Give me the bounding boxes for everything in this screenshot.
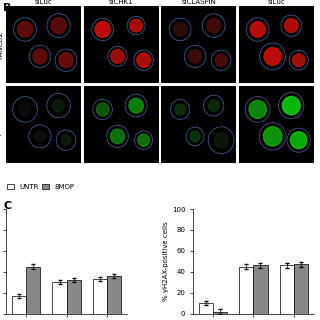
Circle shape	[19, 103, 31, 116]
Circle shape	[95, 22, 110, 37]
Text: B: B	[3, 3, 12, 13]
Circle shape	[51, 18, 66, 33]
Bar	[107, 276, 121, 314]
Circle shape	[138, 134, 149, 146]
Circle shape	[129, 98, 143, 113]
Bar	[253, 266, 268, 314]
Bar	[280, 266, 294, 314]
Circle shape	[111, 50, 124, 63]
Legend: UNTR, 8MOP: UNTR, 8MOP	[4, 181, 77, 193]
Circle shape	[282, 96, 300, 115]
Title: siCHK1: siCHK1	[109, 0, 133, 5]
Circle shape	[33, 49, 47, 64]
Circle shape	[264, 48, 281, 65]
Circle shape	[59, 53, 73, 68]
Text: C: C	[3, 201, 12, 211]
Circle shape	[207, 19, 220, 33]
Circle shape	[137, 53, 150, 67]
Circle shape	[284, 19, 298, 33]
Circle shape	[18, 22, 32, 37]
Bar	[239, 267, 253, 314]
Bar	[26, 267, 40, 314]
Y-axis label: $\gamma$H2AX: $\gamma$H2AX	[0, 112, 4, 137]
Title: siLuc: siLuc	[268, 0, 285, 5]
Circle shape	[110, 129, 124, 144]
Title: siLuc: siLuc	[35, 0, 52, 5]
Circle shape	[34, 131, 45, 142]
Circle shape	[292, 54, 305, 67]
Bar	[294, 264, 308, 314]
Circle shape	[249, 100, 266, 118]
Circle shape	[263, 127, 282, 146]
Bar	[67, 280, 81, 314]
Circle shape	[173, 23, 187, 36]
Circle shape	[61, 135, 71, 145]
Bar	[52, 282, 67, 314]
Bar	[213, 311, 227, 314]
Circle shape	[130, 19, 142, 32]
Circle shape	[175, 104, 185, 115]
Circle shape	[188, 50, 202, 63]
Bar	[93, 279, 107, 314]
Bar	[12, 296, 26, 314]
Circle shape	[291, 132, 307, 148]
Y-axis label: % γH2AX-positive cells: % γH2AX-positive cells	[163, 221, 169, 301]
Circle shape	[53, 100, 65, 112]
Circle shape	[208, 100, 219, 111]
Circle shape	[190, 131, 200, 141]
Circle shape	[250, 22, 265, 37]
Title: siCLASPIN: siCLASPIN	[181, 0, 216, 5]
Circle shape	[96, 103, 109, 116]
Bar	[199, 303, 213, 314]
Circle shape	[215, 54, 227, 66]
Y-axis label: FANCD2: FANCD2	[0, 31, 4, 59]
Circle shape	[214, 133, 228, 148]
